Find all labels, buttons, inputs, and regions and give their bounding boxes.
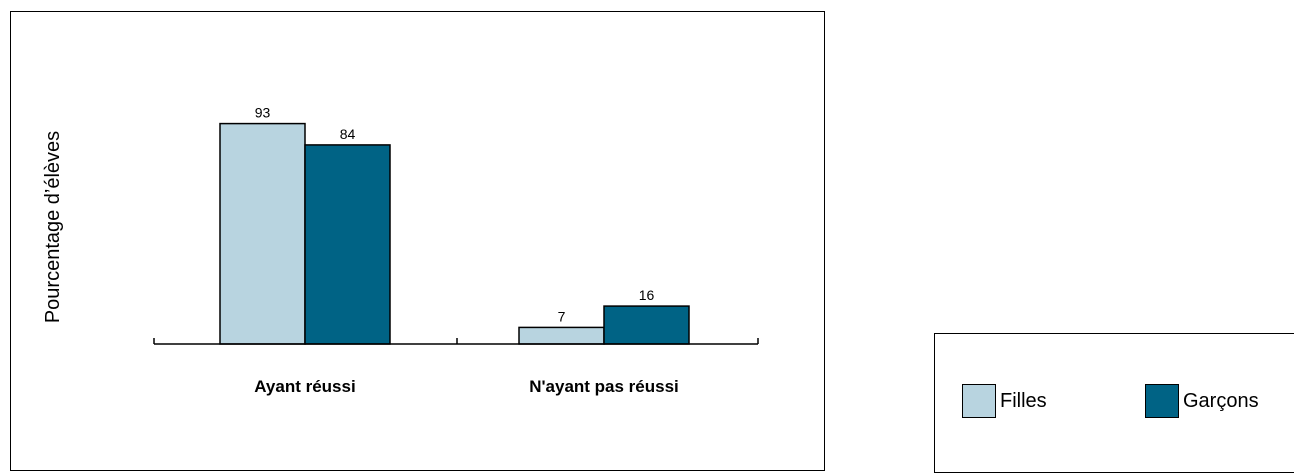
bar-chart: Pourcentage d’élèves 93 84 Ayant réussi 7 16 N… (42, 105, 759, 396)
chart-frame: Pourcentage d’élèves 93 84 Ayant réussi 7 16 N… (10, 11, 825, 471)
bar-garcons-1 (603, 305, 690, 345)
data-label-filles-0: 93 (255, 105, 271, 121)
y-axis-label: Pourcentage d’élèves (42, 131, 64, 323)
x-tick-label-0: Ayant réussi (254, 377, 355, 396)
x-tick-label-1: N'ayant pas réussi (529, 377, 679, 396)
legend: Filles Garçons (934, 333, 1294, 473)
legend-swatch-filles (962, 384, 996, 418)
bar-garcons-0 (304, 144, 391, 345)
data-label-garcons-1: 16 (639, 287, 655, 303)
legend-swatch-garcons (1145, 384, 1179, 418)
legend-label-filles: Filles (1000, 390, 1047, 412)
data-label-filles-1: 7 (558, 308, 566, 324)
bar-filles-0 (219, 122, 306, 345)
data-label-garcons-0: 84 (340, 126, 356, 142)
legend-label-garcons: Garçons (1183, 390, 1259, 412)
bar-filles-1 (518, 326, 605, 345)
